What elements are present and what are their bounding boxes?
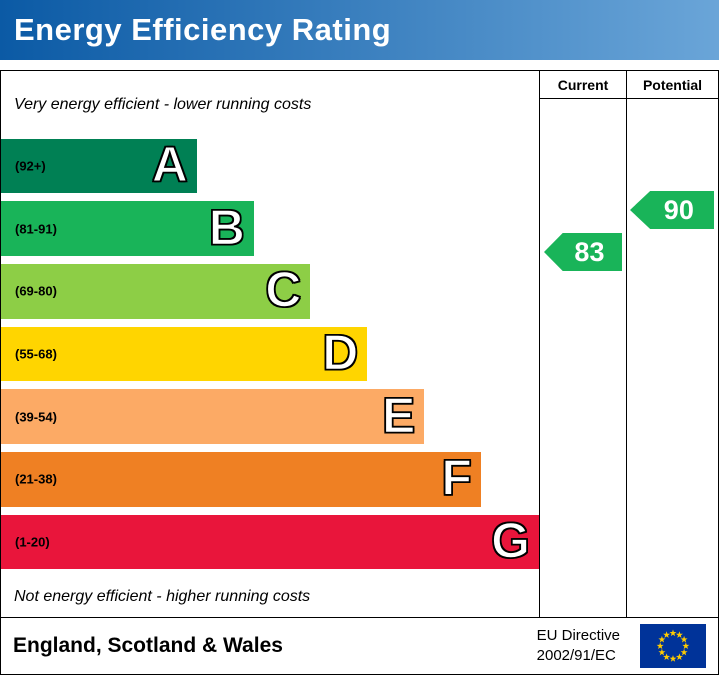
band-letter: D — [322, 324, 360, 381]
band-letter: B — [208, 199, 246, 256]
bands-column: Very energy efficient - lower running co… — [1, 71, 540, 617]
epc-band: (69-80) C — [1, 261, 311, 319]
band-range: (92+) — [15, 158, 46, 174]
band-range: (21-38) — [15, 471, 57, 487]
band-letter: C — [264, 261, 302, 318]
band-range: (55-68) — [15, 346, 57, 362]
bottom-note: Not energy efficient - higher running co… — [14, 588, 311, 606]
epc-band: (39-54) E — [1, 387, 425, 444]
band-range: (1-20) — [15, 534, 50, 550]
header-banner: Energy Efficiency Rating — [0, 0, 719, 60]
region-label: England, Scotland & Wales — [13, 634, 283, 657]
eu-directive-line2: 2002/91/EC — [536, 647, 616, 664]
band-range: (81-91) — [15, 221, 57, 237]
epc-band: (55-68) D — [1, 324, 368, 382]
epc-band: (92+) A — [1, 136, 197, 194]
band-range: (39-54) — [15, 409, 57, 425]
eu-directive-line1: EU Directive — [536, 626, 620, 644]
epc-band: (1-20) G — [1, 512, 539, 570]
potential-column-header: Potential — [627, 71, 718, 99]
epc-band: (81-91) B — [1, 201, 254, 256]
band-letter: E — [381, 387, 416, 444]
current-rating-arrow: 83 — [544, 233, 622, 271]
current-column-header: Current — [540, 71, 627, 99]
rating-chart: Very energy efficient - lower running co… — [0, 70, 719, 618]
potential-rating-arrow: 90 — [630, 191, 714, 229]
band-letter: F — [441, 449, 473, 506]
epc-band: (21-38) F — [1, 449, 481, 507]
eu-directive-label: EU Directive 2002/91/EC — [537, 626, 620, 667]
band-range: (69-80) — [15, 283, 57, 299]
band-letter: A — [151, 136, 189, 193]
eu-flag-icon — [640, 624, 706, 668]
top-note: Very energy efficient - lower running co… — [14, 95, 312, 113]
current-column: 83 — [540, 99, 627, 617]
band-letter: G — [490, 512, 530, 569]
page-title: Energy Efficiency Rating — [14, 12, 392, 47]
potential-column: 90 — [627, 99, 718, 617]
footer: England, Scotland & Wales EU Directive 2… — [0, 618, 719, 675]
